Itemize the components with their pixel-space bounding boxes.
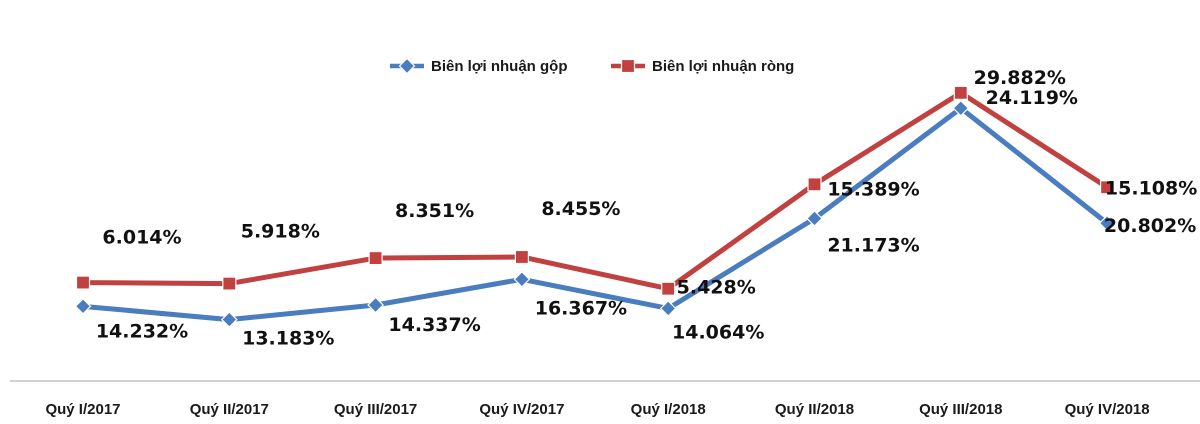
data-point — [659, 300, 677, 317]
legend-marker — [398, 57, 416, 75]
data-label: 14.232% — [96, 320, 188, 342]
data-label: 16.367% — [535, 297, 627, 319]
x-tick-label: Quý I/2018 — [631, 401, 706, 418]
series-net-margin — [75, 85, 1115, 296]
legend: Biên lợi nhuận gộp Biên lợi nhuận ròng — [390, 57, 794, 75]
data-point — [1098, 214, 1116, 232]
x-tick-label: Quý II/2017 — [190, 401, 269, 418]
data-point — [367, 296, 384, 314]
data-label: 15.389% — [827, 178, 919, 200]
data-label: 29.882% — [974, 67, 1066, 89]
data-point — [220, 311, 238, 328]
data-point — [952, 99, 970, 117]
x-tick-label: Quý I/2017 — [45, 401, 120, 418]
data-labels-layer: 14.232% 13.183% 14.337% 16.367% 14.064% 21.17… — [96, 67, 1197, 349]
series-line — [80, 105, 1110, 323]
data-label: 14.337% — [388, 314, 480, 336]
data-label: 8.351% — [395, 200, 474, 222]
x-tick-label: Quý IV/2017 — [479, 401, 564, 418]
x-tick-labels: Quý I/2017 Quý II/2017 Quý III/2017 Quý IV/… — [45, 401, 1149, 418]
data-label: 21.173% — [827, 234, 919, 256]
data-point — [368, 250, 383, 266]
x-tick-label: Quý III/2017 — [334, 401, 417, 418]
data-point — [1099, 180, 1115, 195]
data-label: 15.108% — [1105, 177, 1197, 199]
data-label: 20.802% — [1104, 215, 1196, 237]
data-label: 8.455% — [541, 198, 620, 220]
series-line — [80, 90, 1110, 292]
data-point — [222, 276, 237, 291]
x-tick-label: Quý II/2018 — [775, 401, 854, 418]
data-label: 6.014% — [102, 227, 181, 249]
data-point — [513, 270, 531, 288]
data-label: 13.183% — [242, 328, 334, 350]
data-label: 24.119% — [986, 87, 1078, 109]
legend-item: Biên lợi nhuận gộp — [390, 57, 568, 75]
data-point — [661, 281, 676, 296]
x-tick-label: Quý III/2018 — [919, 401, 1002, 418]
series-gross-margin — [74, 99, 1116, 328]
data-label: 5.428% — [677, 277, 756, 299]
legend-marker — [620, 58, 636, 74]
data-point — [807, 177, 822, 192]
data-point — [74, 297, 92, 315]
x-tick-label: Quý IV/2018 — [1065, 401, 1150, 418]
legend-item: Biên lợi nhuận ròng — [611, 58, 794, 75]
data-point — [75, 275, 91, 290]
data-point — [953, 85, 968, 100]
data-label: 5.918% — [241, 221, 320, 243]
data-point — [806, 210, 823, 227]
series-layer — [74, 85, 1116, 328]
legend-label: Biên lợi nhuận ròng — [652, 58, 794, 75]
data-point — [514, 249, 530, 265]
data-label: 14.064% — [672, 321, 764, 343]
legend-label: Biên lợi nhuận gộp — [431, 58, 568, 75]
